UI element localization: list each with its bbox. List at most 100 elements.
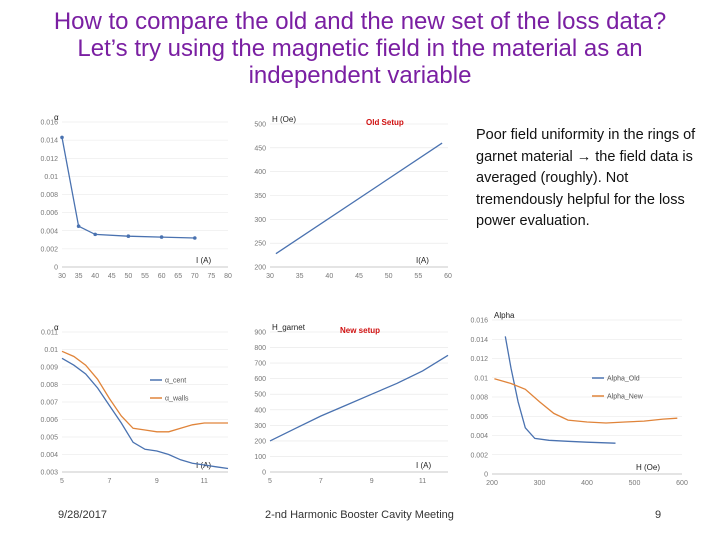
y-tick-label: 0.003 xyxy=(40,470,58,477)
y-tick-label: 0.012 xyxy=(470,356,488,363)
y-tick-label: 0.009 xyxy=(40,365,58,372)
series-line xyxy=(61,357,229,470)
x-tick-label: 65 xyxy=(174,273,182,280)
y-tick-label: 900 xyxy=(254,330,266,337)
data-point xyxy=(76,224,81,229)
y-axis-label: H_garnet xyxy=(272,323,306,332)
y-tick-label: 0.008 xyxy=(40,192,58,199)
legend-label: α_cent xyxy=(165,378,186,385)
x-tick-label: 55 xyxy=(141,273,149,280)
y-tick-label: 0.004 xyxy=(40,452,58,459)
y-tick-label: 0.014 xyxy=(470,337,488,344)
y-tick-label: 0.002 xyxy=(40,246,58,253)
y-tick-label: 400 xyxy=(254,407,266,414)
chart-title: New setup xyxy=(340,326,380,335)
series-line xyxy=(504,336,616,444)
y-tick-label: 0.01 xyxy=(474,375,488,382)
x-tick-label: 50 xyxy=(385,273,393,280)
y-tick-label: 300 xyxy=(254,217,266,224)
x-tick-label: 30 xyxy=(58,273,66,280)
x-tick-label: 60 xyxy=(444,273,452,280)
data-point xyxy=(60,135,64,140)
x-tick-label: 300 xyxy=(534,480,546,487)
y-tick-label: 0.006 xyxy=(40,210,58,217)
x-tick-label: 45 xyxy=(108,273,116,280)
y-tick-label: 200 xyxy=(254,438,266,445)
y-tick-label: 0.01 xyxy=(44,174,58,181)
x-tick-label: 70 xyxy=(191,273,199,280)
data-point xyxy=(126,234,131,238)
x-tick-label: 5 xyxy=(268,478,272,485)
x-tick-label: 9 xyxy=(370,478,374,485)
x-tick-label: 60 xyxy=(158,273,166,280)
series-line xyxy=(269,354,449,442)
y-tick-label: 0 xyxy=(262,470,266,477)
data-point xyxy=(193,236,197,240)
y-axis-label: α xyxy=(54,113,59,122)
y-tick-label: 350 xyxy=(254,193,266,200)
footer-date: 9/28/2017 xyxy=(58,509,107,521)
notes-prefix: Poor field uniformity in the rings of ga… xyxy=(476,127,696,165)
x-axis-label: H (Oe) xyxy=(636,463,660,472)
y-tick-label: 0.01 xyxy=(44,347,58,354)
y-tick-label: 700 xyxy=(254,361,266,368)
y-tick-label: 500 xyxy=(254,392,266,399)
chart-alpha-vs-field: 0 0.002 0.004 0.006 0.008 0.01 0.012 0.014 0.016… xyxy=(470,311,687,487)
y-tick-label: 400 xyxy=(254,169,266,176)
series-line xyxy=(275,142,443,255)
x-tick-label: 35 xyxy=(75,273,83,280)
x-tick-label: 80 xyxy=(224,273,232,280)
y-tick-label: 0.008 xyxy=(40,382,58,389)
x-tick-label: 400 xyxy=(581,480,593,487)
slide-title: How to compare the old and the new set o… xyxy=(0,8,720,89)
series-line xyxy=(61,137,195,239)
y-tick-label: 500 xyxy=(254,122,266,129)
x-tick-label: 40 xyxy=(91,273,99,280)
y-tick-label: 300 xyxy=(254,423,266,430)
data-point xyxy=(93,232,97,237)
x-tick-label: 30 xyxy=(266,273,274,280)
notes-text: Poor field uniformity in the rings of ga… xyxy=(476,125,704,233)
x-tick-label: 45 xyxy=(355,273,363,280)
chart-alpha-vs-current-old: 0 0.002 0.004 0.006 0.008 0.01 0.012 0.014 0.016… xyxy=(40,113,232,280)
y-tick-label: 0.016 xyxy=(40,120,58,127)
y-axis-label: Alpha xyxy=(494,311,515,320)
x-tick-label: 55 xyxy=(414,273,422,280)
legend-label: Alpha_Old xyxy=(607,376,640,383)
x-tick-label: 9 xyxy=(155,478,159,485)
title-line-1: How to compare the old and the new set o… xyxy=(53,8,667,35)
x-tick-label: 500 xyxy=(629,480,641,487)
y-tick-label: 0.016 xyxy=(470,318,488,325)
notes-suffix: the field data is averaged (roughly). No… xyxy=(476,148,693,230)
y-tick-label: 0.004 xyxy=(470,433,488,440)
series-line xyxy=(61,350,228,433)
x-tick-label: 5 xyxy=(60,478,64,485)
y-tick-label: 0.011 xyxy=(41,330,58,337)
y-tick-label: 0.006 xyxy=(40,417,58,424)
title-line-2: Let’s try using the magnetic field in th… xyxy=(77,35,643,62)
x-tick-label: 11 xyxy=(201,478,208,485)
x-tick-label: 7 xyxy=(319,478,323,485)
legend-label: α_walls xyxy=(165,396,189,403)
x-axis-label: I (A) xyxy=(416,461,431,470)
y-axis-label: H (Oe) xyxy=(272,115,296,124)
series-line xyxy=(494,378,678,424)
arrow-right-icon: → xyxy=(576,148,592,165)
legend-label: Alpha_New xyxy=(607,394,644,401)
y-tick-label: 0.008 xyxy=(470,395,488,402)
y-tick-label: 600 xyxy=(254,376,266,383)
y-tick-label: 100 xyxy=(254,454,266,461)
y-tick-label: 0.007 xyxy=(40,400,58,407)
data-point xyxy=(159,235,164,239)
y-tick-label: 200 xyxy=(254,265,266,272)
footer-meeting: 2-nd Harmonic Booster Cavity Meeting xyxy=(265,509,454,521)
title-line-3: independent variable xyxy=(248,62,472,89)
y-tick-label: 0.012 xyxy=(40,156,58,163)
chart-field-vs-current-old: 200 250 300 350 400 450 500 30 35 40 45 50 55 60 H (Oe… xyxy=(254,115,452,280)
y-tick-label: 0.006 xyxy=(470,414,488,421)
x-tick-label: 75 xyxy=(208,273,216,280)
x-tick-label: 40 xyxy=(325,273,333,280)
y-tick-label: 0 xyxy=(484,472,488,479)
x-tick-label: 7 xyxy=(107,478,111,485)
footer-page-number: 9 xyxy=(655,509,662,521)
